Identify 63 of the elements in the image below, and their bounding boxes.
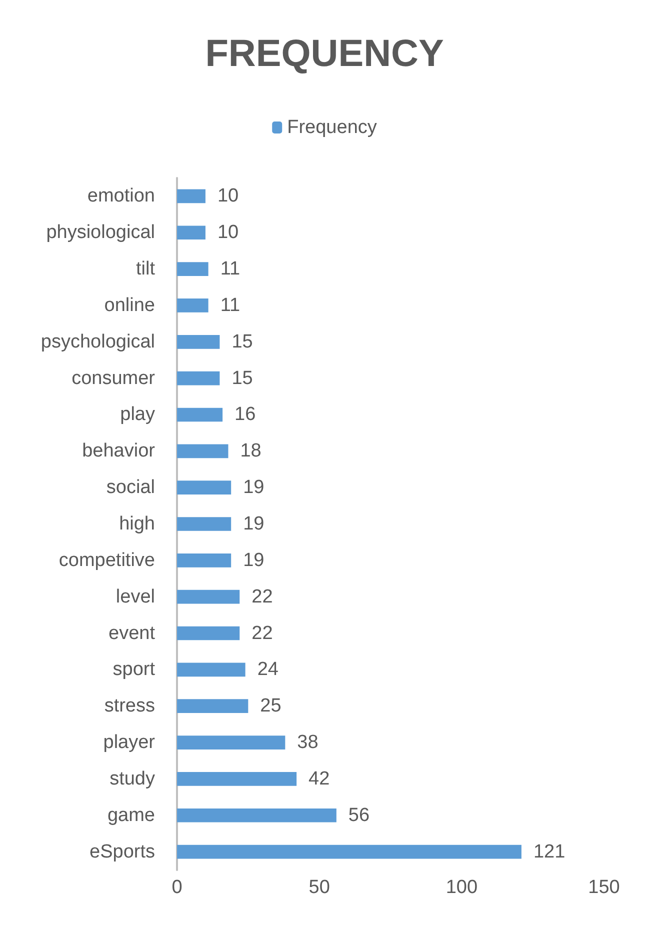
x-tick-label: 50 bbox=[308, 877, 330, 898]
data-label: 15 bbox=[232, 331, 253, 352]
x-tick-label: 0 bbox=[172, 877, 182, 898]
y-tick-label: psychological bbox=[40, 331, 155, 352]
bar bbox=[177, 371, 220, 386]
bar bbox=[177, 517, 232, 531]
x-tick-label: 100 bbox=[446, 877, 478, 898]
chart-title: FREQUENCY bbox=[205, 33, 444, 75]
data-label: 121 bbox=[533, 841, 566, 862]
bar bbox=[177, 662, 246, 677]
y-tick-label: stress bbox=[104, 696, 155, 717]
y-tick-label: sport bbox=[112, 659, 156, 680]
data-label: 18 bbox=[240, 440, 262, 462]
data-label: 19 bbox=[243, 550, 264, 571]
data-label: 42 bbox=[308, 768, 330, 790]
data-label: 25 bbox=[260, 696, 282, 717]
y-tick-label: physiological bbox=[46, 222, 155, 244]
y-tick-label: player bbox=[103, 732, 156, 754]
y-tick-label: tilt bbox=[136, 258, 156, 280]
data-label: 24 bbox=[257, 659, 279, 680]
bar bbox=[177, 844, 522, 859]
bar bbox=[177, 699, 248, 714]
data-label: 10 bbox=[217, 186, 239, 207]
y-tick-label: emotion bbox=[87, 186, 155, 207]
data-label: 19 bbox=[243, 477, 264, 498]
data-label: 22 bbox=[252, 586, 273, 608]
y-tick-label: event bbox=[108, 622, 156, 644]
y-tick-label: behavior bbox=[82, 440, 156, 462]
bar bbox=[177, 626, 240, 640]
bar bbox=[177, 262, 208, 276]
bar bbox=[177, 189, 206, 204]
data-label: 11 bbox=[220, 294, 240, 316]
bar bbox=[177, 444, 228, 458]
bar bbox=[177, 334, 220, 349]
y-tick-label: play bbox=[120, 404, 156, 426]
y-tick-label: study bbox=[110, 768, 156, 790]
bar bbox=[177, 554, 232, 568]
data-label: 10 bbox=[217, 222, 239, 244]
y-tick-label: high bbox=[119, 514, 155, 534]
legend-label: Frequency bbox=[287, 117, 378, 138]
data-label: 22 bbox=[252, 622, 273, 644]
bar bbox=[177, 736, 286, 750]
data-label: 38 bbox=[297, 732, 318, 754]
x-tick-label: 150 bbox=[588, 877, 620, 898]
bar bbox=[177, 590, 240, 604]
bar bbox=[177, 808, 336, 822]
bar bbox=[177, 408, 223, 422]
y-tick-label: eSports bbox=[90, 841, 155, 862]
data-label: 19 bbox=[243, 514, 264, 534]
bar bbox=[177, 480, 232, 494]
data-label: 16 bbox=[234, 404, 256, 426]
bar bbox=[177, 298, 208, 312]
bar bbox=[177, 226, 206, 240]
y-tick-label: social bbox=[106, 477, 155, 498]
data-label: 56 bbox=[348, 804, 370, 826]
y-tick-label: game bbox=[107, 804, 155, 826]
data-label: 11 bbox=[220, 258, 240, 280]
data-label: 15 bbox=[232, 368, 253, 389]
y-tick-label: consumer bbox=[72, 368, 156, 389]
y-tick-label: online bbox=[104, 294, 155, 316]
y-tick-label: level bbox=[116, 586, 155, 608]
y-tick-label: competitive bbox=[58, 550, 155, 571]
bar bbox=[177, 772, 297, 786]
